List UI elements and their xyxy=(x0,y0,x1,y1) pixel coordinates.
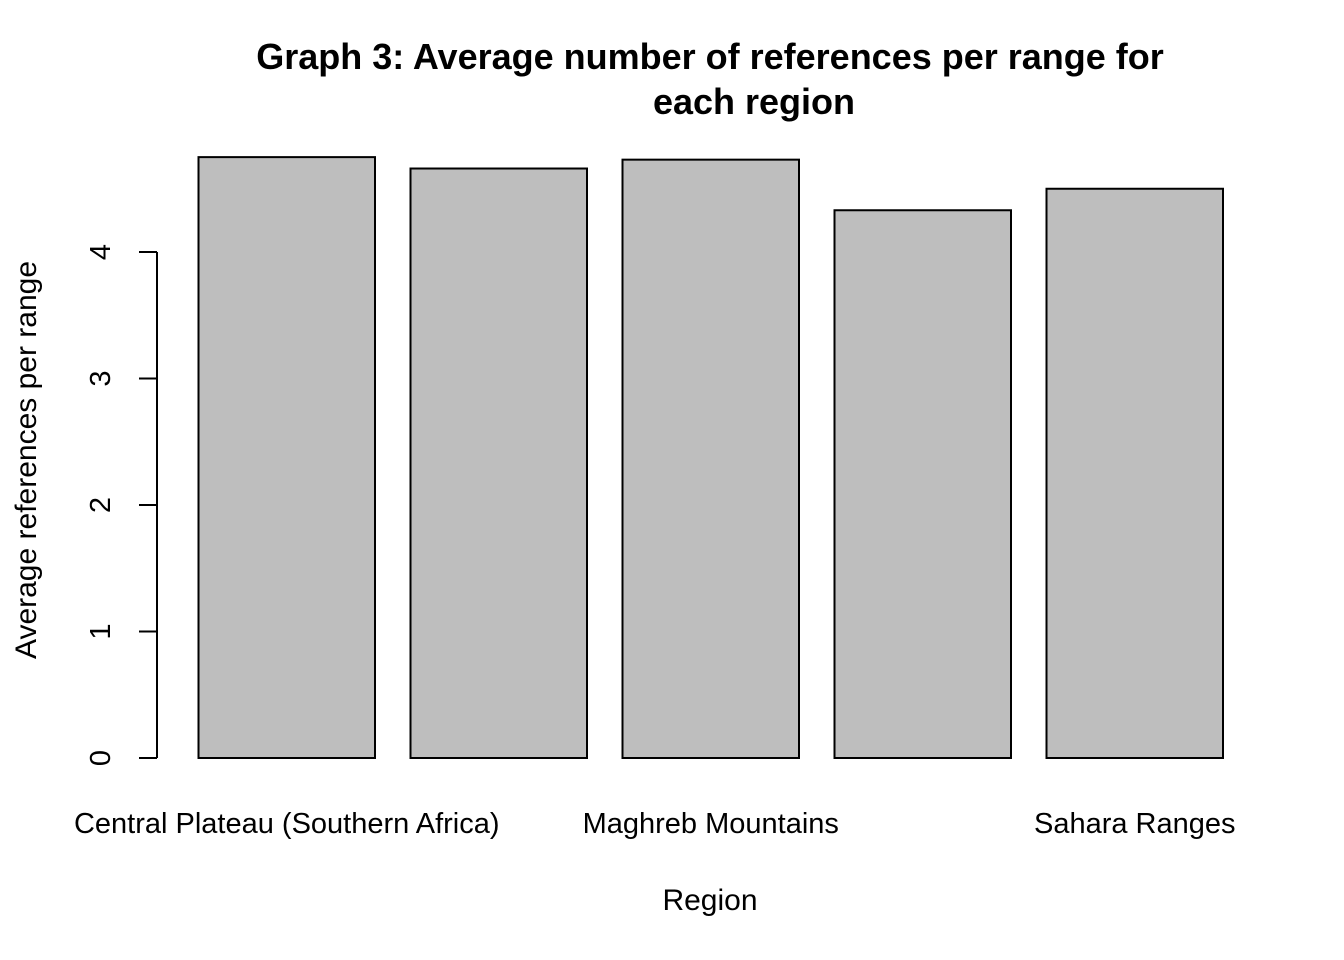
chart-title-line-2: each region xyxy=(653,81,855,122)
y-tick-label-0: 0 xyxy=(85,750,117,766)
bar-3 xyxy=(621,158,800,759)
y-tick-label-1: 1 xyxy=(85,623,117,639)
bars-group xyxy=(197,156,1224,759)
x-category-label-3: Maghreb Mountains xyxy=(583,808,839,840)
y-tick-label-2: 2 xyxy=(85,497,117,513)
y-tick-label-3: 3 xyxy=(85,370,117,386)
y-tick-label-4: 4 xyxy=(85,244,117,260)
bar-5 xyxy=(1045,187,1224,759)
bar-2 xyxy=(409,167,588,759)
x-category-label-5: Sahara Ranges xyxy=(1034,808,1236,840)
bar-1 xyxy=(197,156,376,759)
chart-title-line-1: Graph 3: Average number of references pe… xyxy=(256,36,1164,77)
y-axis: 0 1 2 3 4 xyxy=(85,244,158,766)
bar-4 xyxy=(833,209,1012,759)
x-category-label-1: Central Plateau (Southern Africa) xyxy=(74,808,500,840)
x-axis-title: Region xyxy=(662,884,757,917)
y-axis-title: Average references per range xyxy=(10,261,43,659)
x-category-labels: Central Plateau (Southern Africa) Maghreb… xyxy=(74,808,1236,840)
